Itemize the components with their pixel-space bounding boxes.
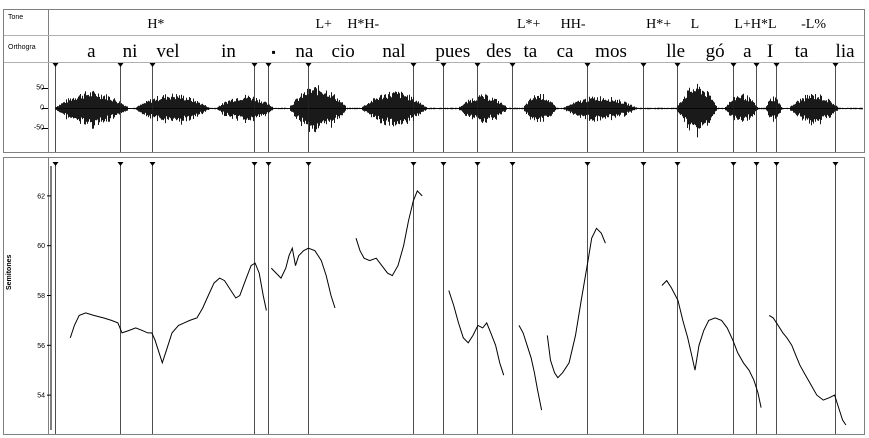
tone-label: L+H*L	[734, 17, 777, 32]
pitch-axis-title: Semitones	[6, 254, 13, 290]
tone-label: H*	[147, 17, 165, 32]
boundary-marker-pitch	[52, 162, 59, 166]
boundary-marker-upper	[832, 63, 839, 67]
syllable-label: mos	[595, 41, 627, 62]
syllable-label: I	[766, 41, 774, 62]
boundary-marker-pitch	[117, 162, 124, 166]
tone-label: -L%	[801, 17, 827, 32]
tone-label: L+	[315, 17, 332, 32]
pitch-segment	[518, 325, 543, 411]
syllable-boundaries	[52, 63, 839, 434]
boundary-marker-pitch	[305, 162, 312, 166]
boundary-marker-upper	[149, 63, 156, 67]
boundary-marker-upper	[584, 63, 591, 67]
boundary-marker-pitch	[832, 162, 839, 166]
boundary-marker-upper	[305, 63, 312, 67]
syllable-label: ca	[556, 41, 574, 62]
boundary-marker-upper	[730, 63, 737, 67]
syllable-label: a	[743, 41, 752, 62]
tone-label: L	[690, 17, 700, 32]
pitch-segment	[355, 190, 423, 277]
syllable-label: lle	[666, 41, 686, 62]
pitch-segment	[69, 262, 267, 365]
tone-label: H*+	[646, 17, 672, 32]
pitch-contour	[69, 190, 847, 426]
pitch-panel-frame	[3, 157, 865, 435]
boundary-marker-pitch	[730, 162, 737, 166]
syllable-label: pues	[435, 41, 471, 62]
syllable-label: vel	[156, 41, 180, 62]
boundary-marker-upper	[640, 63, 647, 67]
boundary-marker-pitch	[674, 162, 681, 166]
boundary-marker-upper	[117, 63, 124, 67]
boundary-marker-pitch	[440, 162, 447, 166]
boundary-marker-pitch	[265, 162, 272, 166]
pitch-y-axis: 62 60 58 56 54	[37, 166, 52, 430]
boundary-marker-pitch	[753, 162, 760, 166]
pitch-tick-label: 54	[37, 393, 45, 400]
pitch-tick-label: 56	[37, 343, 45, 350]
boundary-marker-upper	[474, 63, 481, 67]
boundary-marker-upper	[674, 63, 681, 67]
syllable-label: lia	[835, 41, 855, 62]
syllable-label: cio	[331, 41, 355, 62]
waveform-ytick-0: 0	[40, 104, 44, 112]
tone-label: L*+	[516, 17, 541, 32]
syllable-label: ta	[523, 41, 538, 62]
boundary-marker-pitch	[149, 162, 156, 166]
tone-label: HH-	[560, 17, 586, 32]
syllable-label: nal	[382, 41, 406, 62]
syllable-label: in	[221, 41, 236, 62]
boundary-marker-pitch	[251, 162, 258, 166]
syllable-label: gó	[705, 41, 725, 62]
pitch-tick-label: 62	[37, 193, 45, 200]
boundary-marker-pitch	[474, 162, 481, 166]
pitch-segment	[546, 227, 606, 379]
syllable-label: na	[295, 41, 314, 62]
boundary-marker-upper	[265, 63, 272, 67]
pitch-tick-label: 60	[37, 243, 45, 250]
tone-label: H*H-	[347, 17, 380, 32]
boundary-marker-pitch	[509, 162, 516, 166]
boundary-marker-pitch	[584, 162, 591, 166]
boundary-marker-upper	[773, 63, 780, 67]
pitch-segment	[448, 290, 505, 376]
tone-tier-label: Tone	[8, 14, 24, 21]
upper-panel-frame	[3, 9, 865, 153]
boundary-marker-pitch	[640, 162, 647, 166]
syllable-label: ▪	[271, 45, 276, 59]
syllable-label: des	[486, 41, 512, 62]
pitch-tick-label: 58	[37, 293, 45, 300]
syllable-label: a	[87, 41, 96, 62]
boundary-marker-upper	[410, 63, 417, 67]
boundary-marker-upper	[52, 63, 59, 67]
boundary-marker-pitch	[410, 162, 417, 166]
ortho-tier-label: Orthogra	[8, 44, 36, 51]
waveform-ytick-minus50: -50	[33, 124, 44, 132]
boundary-marker-pitch	[773, 162, 780, 166]
boundary-marker-upper	[753, 63, 760, 67]
boundary-marker-upper	[509, 63, 516, 67]
boundary-marker-upper	[251, 63, 258, 67]
pitch-segment	[270, 246, 336, 309]
pitch-segment	[768, 314, 847, 426]
syllable-label: ni	[122, 41, 138, 62]
boundary-marker-upper	[440, 63, 447, 67]
syllable-label: ta	[794, 41, 809, 62]
pitch-segment	[661, 279, 762, 408]
waveform-ytick-50: 50	[36, 84, 44, 92]
